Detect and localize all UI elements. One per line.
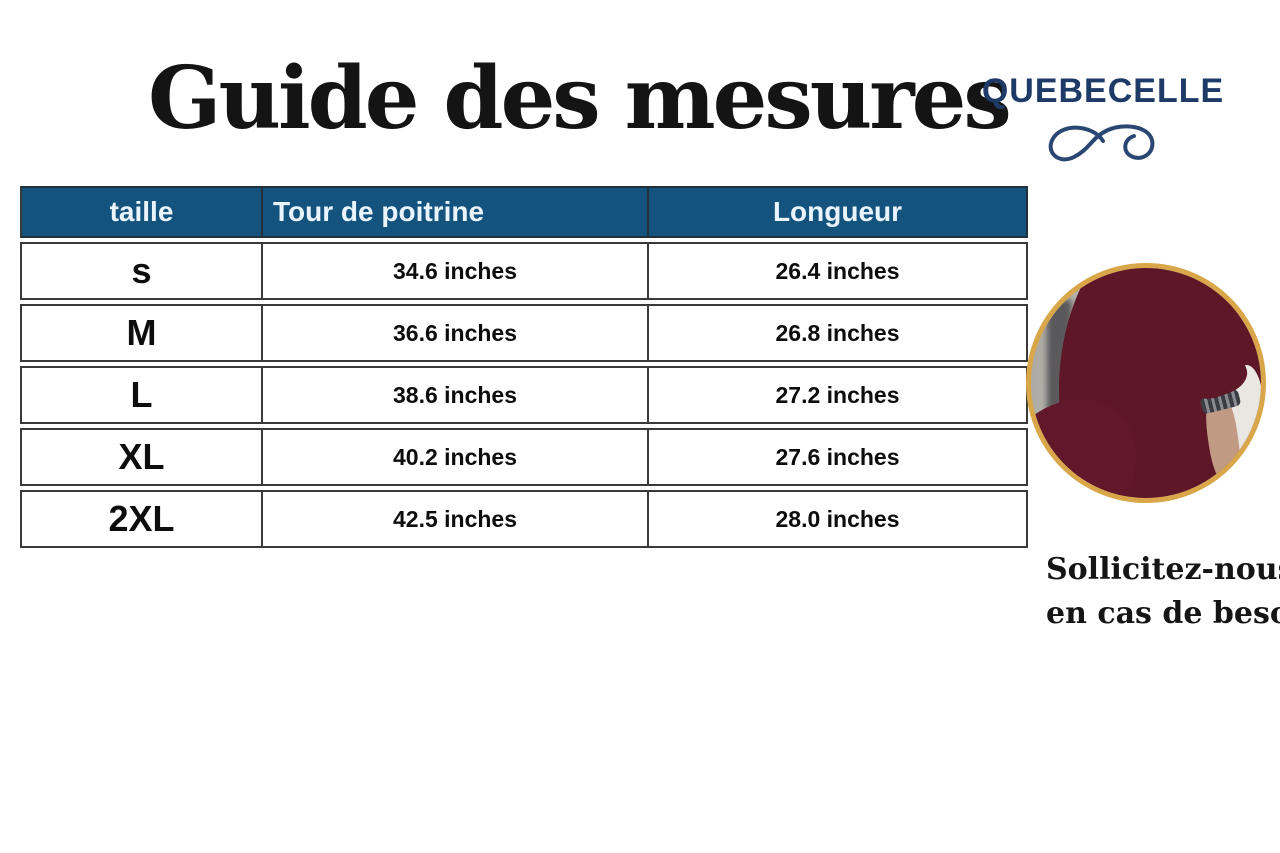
table-header-row: taille Tour de poitrine Longueur [20, 186, 1028, 238]
size-label: XL [20, 428, 263, 486]
table-row: 2XL 42.5 inches 28.0 inches [20, 490, 1028, 548]
caption-line: en cas de besoin [1046, 595, 1280, 631]
header-longueur: Longueur [649, 186, 1028, 238]
chest-value: 38.6 inches [263, 366, 649, 424]
length-value: 27.6 inches [649, 428, 1028, 486]
product-photo [1026, 263, 1266, 503]
length-value: 26.8 inches [649, 304, 1028, 362]
infinity-icon [968, 113, 1238, 176]
length-value: 27.2 inches [649, 366, 1028, 424]
chest-value: 42.5 inches [263, 490, 649, 548]
size-label: 2XL [20, 490, 263, 548]
page-title: Guide des mesures [148, 48, 1012, 149]
header-taille: taille [20, 186, 263, 238]
chest-value: 34.6 inches [263, 242, 649, 300]
table-row: L 38.6 inches 27.2 inches [20, 366, 1028, 424]
brand-logo: QUEBECELLE [968, 72, 1238, 176]
caption-line: Sollicitez-nous [1046, 552, 1280, 587]
table-row: M 36.6 inches 26.8 inches [20, 304, 1028, 362]
length-value: 26.4 inches [649, 242, 1028, 300]
size-label: s [20, 242, 263, 300]
size-label: M [20, 304, 263, 362]
header-poitrine: Tour de poitrine [263, 186, 649, 238]
help-caption: Sollicitez-nous en cas de besoin [1046, 548, 1280, 635]
table-row: s 34.6 inches 26.4 inches [20, 242, 1028, 300]
chest-value: 40.2 inches [263, 428, 649, 486]
brand-name: QUEBECELLE [981, 72, 1225, 110]
length-value: 28.0 inches [649, 490, 1028, 548]
table-row: XL 40.2 inches 27.6 inches [20, 428, 1028, 486]
size-table: taille Tour de poitrine Longueur s 34.6 … [20, 182, 1028, 552]
chest-value: 36.6 inches [263, 304, 649, 362]
size-label: L [20, 366, 263, 424]
